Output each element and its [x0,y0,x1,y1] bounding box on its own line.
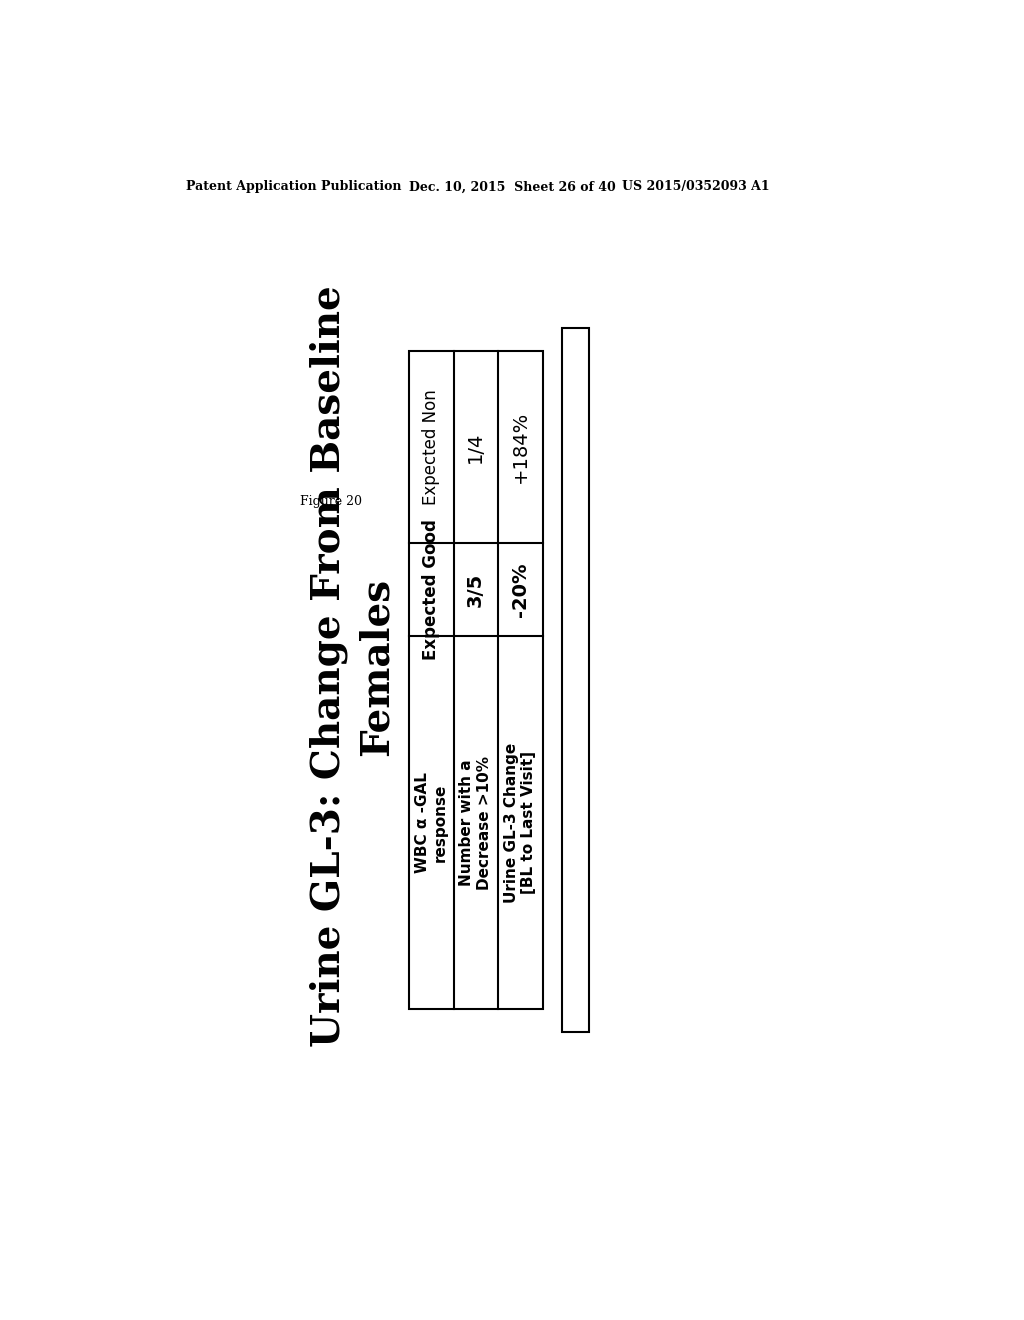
Text: Figure 20: Figure 20 [300,495,362,508]
Text: 1/4: 1/4 [466,432,485,463]
Text: Expected Good: Expected Good [423,519,440,660]
Text: Dec. 10, 2015  Sheet 26 of 40: Dec. 10, 2015 Sheet 26 of 40 [409,181,615,194]
Text: Urine GL-3 Change
[BL to Last Visit]: Urine GL-3 Change [BL to Last Visit] [504,742,537,903]
Text: Patent Application Publication: Patent Application Publication [186,181,401,194]
Text: Number with a
Decrease >10%: Number with a Decrease >10% [460,755,492,890]
Text: WBC α -GAL
response: WBC α -GAL response [415,772,447,873]
Bar [562,327,589,1032]
Bar [410,351,543,1010]
Text: -20%: -20% [511,562,529,616]
Text: +184%: +184% [511,411,529,483]
Text: Urine GL-3: Change From Baseline
Females: Urine GL-3: Change From Baseline Females [310,285,395,1048]
Text: US 2015/0352093 A1: US 2015/0352093 A1 [623,181,770,194]
Text: Expected Non: Expected Non [423,389,440,506]
Text: 3/5: 3/5 [466,573,485,607]
